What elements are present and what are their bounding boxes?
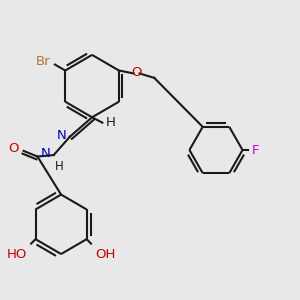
Text: OH: OH bbox=[95, 248, 116, 261]
Text: O: O bbox=[8, 142, 18, 155]
Text: F: F bbox=[251, 143, 259, 157]
Text: N: N bbox=[57, 129, 67, 142]
Text: Br: Br bbox=[36, 55, 50, 68]
Text: HO: HO bbox=[6, 248, 27, 261]
Text: H: H bbox=[55, 160, 64, 173]
Text: O: O bbox=[131, 66, 142, 80]
Text: N: N bbox=[41, 147, 51, 160]
Text: H: H bbox=[105, 116, 115, 129]
